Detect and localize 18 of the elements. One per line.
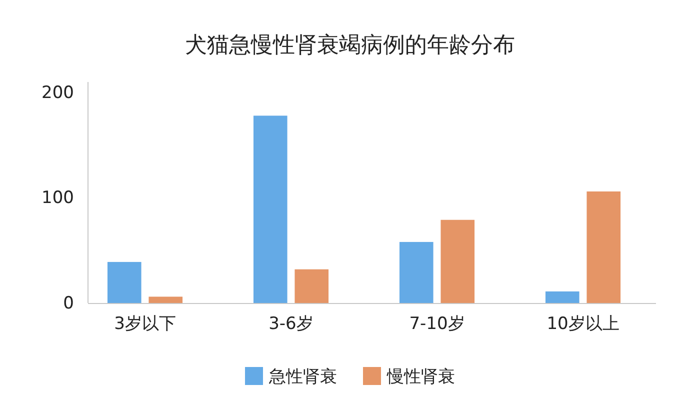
legend-label: 慢性肾衰 xyxy=(386,366,455,387)
y-tick-label: 0 xyxy=(63,293,74,314)
bar xyxy=(148,296,183,303)
x-tick-label: 3-6岁 xyxy=(268,314,314,334)
bar xyxy=(294,269,329,303)
legend-label: 急性肾衰 xyxy=(268,366,337,387)
x-tick-label: 3岁以下 xyxy=(114,314,176,334)
bar xyxy=(253,116,288,303)
bar xyxy=(440,220,475,303)
bar xyxy=(107,262,142,303)
x-tick-label: 7-10岁 xyxy=(409,314,465,334)
bar xyxy=(586,191,621,303)
y-tick-label: 100 xyxy=(42,188,74,208)
bar xyxy=(545,291,580,303)
chart-title: 犬猫急慢性肾衰竭病例的年龄分布 xyxy=(185,33,515,58)
bar xyxy=(399,242,434,303)
x-tick-label: 10岁以上 xyxy=(546,314,620,334)
y-tick-label: 200 xyxy=(42,82,74,103)
